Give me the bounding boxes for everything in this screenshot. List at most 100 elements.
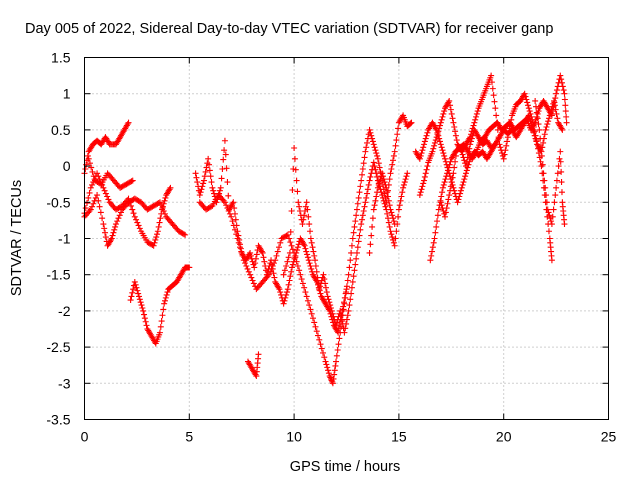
data-point [400, 181, 407, 188]
data-point [395, 125, 402, 132]
data-point [371, 144, 378, 151]
data-point [342, 294, 349, 301]
data-point [152, 236, 159, 243]
data-point [363, 194, 370, 201]
y-tick-label: -0.5 [46, 194, 70, 210]
data-point [443, 161, 450, 168]
data-point [432, 137, 439, 144]
data-point [431, 235, 438, 242]
data-point [390, 239, 397, 246]
data-point [161, 297, 168, 304]
data-point [387, 228, 394, 235]
data-point [308, 310, 315, 317]
data-point [455, 196, 462, 203]
data-point [527, 118, 534, 125]
data-point [563, 113, 570, 120]
data-point [221, 137, 228, 144]
data-point [87, 206, 94, 213]
data-point [348, 284, 355, 291]
data-point [462, 163, 469, 170]
data-point [458, 148, 465, 155]
data-point [361, 154, 368, 161]
data-point [336, 335, 343, 342]
data-point [313, 328, 320, 335]
data-point [454, 199, 461, 206]
data-point [157, 323, 164, 330]
data-point [94, 170, 101, 177]
data-point [436, 122, 443, 129]
data-point [153, 234, 160, 241]
data-point [116, 212, 123, 219]
data-point [442, 213, 449, 220]
data-point [251, 264, 258, 271]
data-point [444, 164, 451, 171]
x-tick-label: 10 [286, 429, 302, 445]
data-point [390, 215, 397, 222]
data-point [333, 352, 340, 359]
data-point [94, 192, 101, 199]
data-point [302, 245, 309, 252]
data-point [200, 177, 207, 184]
series-arc-8 [244, 351, 262, 380]
data-point [545, 228, 552, 235]
data-point [283, 263, 290, 270]
data-point [368, 170, 375, 177]
data-point [288, 268, 295, 275]
data-point [550, 206, 557, 213]
data-point [439, 147, 446, 154]
data-point [217, 184, 224, 191]
data-point [421, 173, 428, 180]
data-point [102, 190, 109, 197]
data-point [130, 286, 137, 293]
data-point [416, 192, 423, 199]
data-point [497, 144, 504, 151]
data-point [388, 209, 395, 216]
data-point [539, 161, 546, 168]
data-point [452, 152, 459, 159]
data-point [524, 99, 531, 106]
data-point [228, 213, 235, 220]
data-point [407, 120, 414, 127]
data-point [244, 265, 251, 272]
data-point [129, 177, 136, 184]
data-point [201, 173, 208, 180]
data-point [196, 192, 203, 199]
data-point [345, 271, 352, 278]
data-point [306, 221, 313, 228]
data-point [303, 248, 310, 255]
data-point [351, 267, 358, 274]
data-point [562, 108, 569, 115]
data-point [198, 186, 205, 193]
data-point [432, 229, 439, 236]
data-point [293, 258, 300, 265]
data-point [90, 200, 97, 207]
data-point [371, 163, 378, 170]
data-point [239, 252, 246, 259]
data-point [343, 320, 350, 327]
data-point [375, 160, 382, 167]
y-tick-label: 1.5 [51, 50, 71, 66]
data-point [329, 378, 336, 385]
data-point [302, 289, 309, 296]
data-point [502, 147, 509, 154]
data-point [332, 362, 339, 369]
data-point [281, 267, 288, 274]
data-point [87, 184, 94, 191]
data-point [491, 142, 498, 149]
data-point [428, 252, 435, 259]
data-point [453, 137, 460, 144]
data-point [369, 138, 376, 145]
data-point [538, 163, 545, 170]
data-point [304, 251, 311, 258]
data-point [361, 203, 368, 210]
data-point [500, 155, 507, 162]
data-point [345, 307, 352, 314]
data-point [389, 234, 396, 241]
data-point [521, 90, 528, 97]
y-tick-label: -2 [58, 303, 71, 319]
data-point [386, 176, 393, 183]
data-point [546, 112, 553, 119]
data-point [545, 118, 552, 125]
data-point [252, 260, 259, 267]
data-point [443, 205, 450, 212]
